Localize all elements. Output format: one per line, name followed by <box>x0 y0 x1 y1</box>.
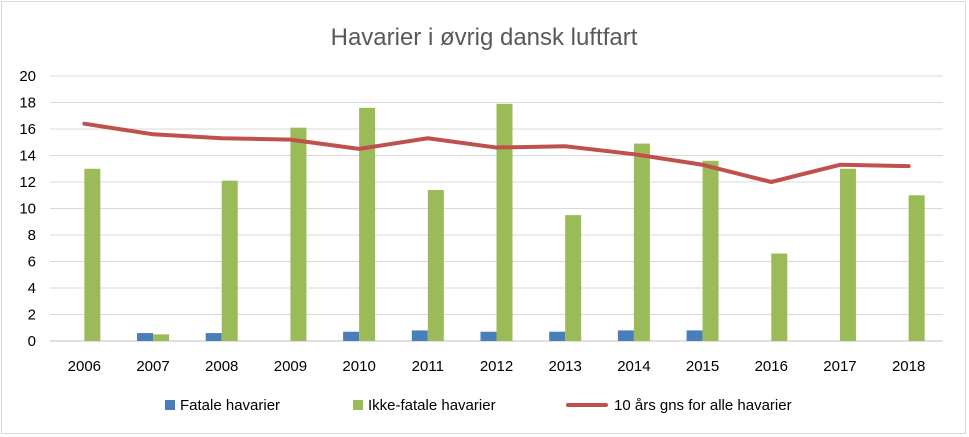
bar <box>549 331 566 341</box>
y-axis-ticks: 0 2 4 6 8 10 12 14 16 18 20 <box>19 68 36 350</box>
bar <box>137 333 154 341</box>
legend-label: Ikke-fatale havarier <box>368 397 496 414</box>
bar <box>702 160 719 341</box>
bar <box>565 215 582 341</box>
bar <box>411 330 428 341</box>
bar <box>221 180 238 341</box>
x-tick-label: 2012 <box>480 358 513 375</box>
bar <box>839 168 856 341</box>
y-tick-label: 6 <box>28 254 36 271</box>
bar <box>480 331 497 341</box>
x-tick-label: 2016 <box>755 358 788 375</box>
bar <box>908 195 925 341</box>
x-tick-label: 2010 <box>342 358 375 375</box>
legend-label: Fatale havarier <box>180 397 280 414</box>
bars <box>84 103 925 341</box>
x-tick-label: 2014 <box>617 358 650 375</box>
y-tick-label: 16 <box>19 121 36 138</box>
bar <box>359 107 376 341</box>
y-tick-label: 20 <box>19 68 36 85</box>
legend-label: 10 års gns for alle havarier <box>614 397 792 414</box>
legend-swatch <box>353 400 363 410</box>
x-tick-label: 2017 <box>823 358 856 375</box>
y-tick-label: 8 <box>28 227 36 244</box>
x-axis-ticks: 2006 2007 2008 2009 2010 2011 2012 2013 2014 2015… <box>68 358 926 375</box>
y-tick-label: 4 <box>28 280 36 297</box>
chart-title: Havarier i øvrig dansk luftfart <box>331 24 638 51</box>
bar <box>496 103 513 341</box>
line-series <box>82 121 911 184</box>
y-tick-label: 0 <box>28 333 36 350</box>
x-tick-label: 2015 <box>686 358 719 375</box>
x-tick-label: 2011 <box>412 358 444 375</box>
x-tick-label: 2007 <box>136 358 169 375</box>
y-tick-label: 18 <box>19 95 36 112</box>
bar <box>617 330 634 341</box>
x-tick-label: 2009 <box>274 358 307 375</box>
bar <box>205 333 222 341</box>
y-tick-label: 14 <box>19 148 36 165</box>
bar <box>343 331 360 341</box>
x-tick-label: 2013 <box>549 358 582 375</box>
x-tick-label: 2008 <box>205 358 238 375</box>
x-tick-label: 2006 <box>68 358 101 375</box>
bar <box>771 253 788 341</box>
bar <box>686 330 703 341</box>
x-tick-label: 2018 <box>892 358 925 375</box>
y-tick-label: 10 <box>19 201 36 218</box>
y-tick-label: 2 <box>28 307 36 324</box>
bar <box>84 168 101 341</box>
bar <box>290 127 307 341</box>
bar <box>153 334 170 341</box>
legend-swatch <box>165 400 175 410</box>
legend: Fatale havarier Ikke-fatale havarier 10 år… <box>165 397 792 414</box>
y-tick-label: 12 <box>19 174 36 191</box>
bar <box>633 143 650 341</box>
series-line <box>82 121 911 184</box>
bar <box>427 189 444 341</box>
